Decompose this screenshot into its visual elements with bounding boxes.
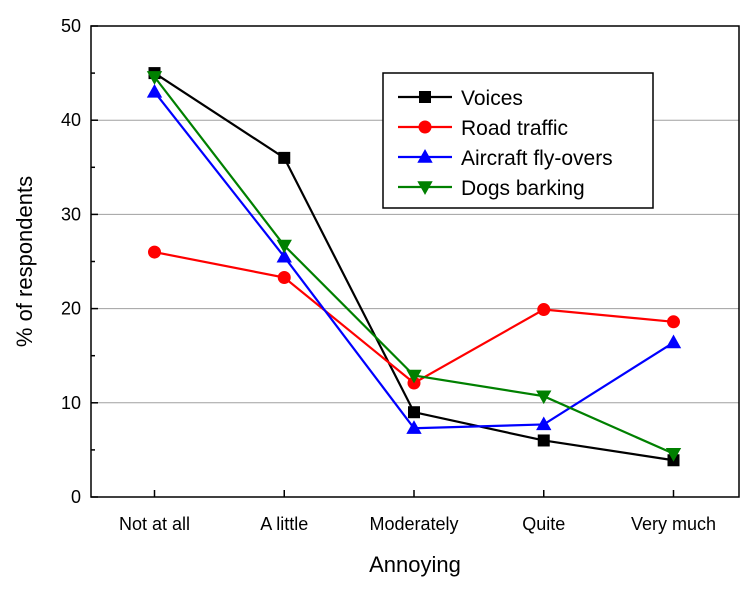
data-point bbox=[278, 151, 291, 164]
legend-entry: Aircraft fly-overs bbox=[398, 147, 613, 170]
data-point bbox=[537, 434, 550, 447]
series-road-traffic bbox=[148, 245, 680, 390]
x-tick-label: Quite bbox=[522, 514, 565, 534]
y-tick-label: 40 bbox=[61, 110, 81, 130]
legend-entry: Dogs barking bbox=[398, 177, 585, 200]
legend-entry: Road traffic bbox=[398, 117, 568, 140]
x-tick-label: A little bbox=[260, 514, 308, 534]
data-point bbox=[146, 71, 163, 85]
series-dogs-barking bbox=[146, 71, 682, 462]
data-point bbox=[406, 369, 422, 384]
axes: 0 10 20 30 40 50 Not at all A little Moderately Q… bbox=[61, 16, 740, 534]
data-point bbox=[406, 420, 422, 434]
data-point bbox=[148, 245, 161, 259]
y-tick-label: 30 bbox=[61, 204, 81, 224]
data-point bbox=[537, 303, 551, 317]
data-point bbox=[276, 239, 292, 254]
series-line bbox=[154, 251, 674, 385]
y-tick-label: 10 bbox=[61, 393, 81, 413]
legend-label: Aircraft fly-overs bbox=[461, 147, 613, 170]
legend-entry: Voices bbox=[398, 87, 523, 110]
data-point bbox=[665, 447, 682, 462]
data-point bbox=[146, 83, 163, 98]
data-point bbox=[277, 271, 291, 285]
x-axis-title: Annoying bbox=[369, 552, 461, 577]
x-tick-label: Not at all bbox=[119, 514, 190, 534]
y-tick-label: 20 bbox=[61, 299, 81, 319]
legend-marker bbox=[419, 91, 431, 103]
data-point bbox=[667, 315, 680, 329]
legend-label: Dogs barking bbox=[461, 177, 585, 200]
data-point bbox=[536, 390, 552, 405]
y-tick-label: 50 bbox=[61, 16, 81, 36]
legend: Voices Road traffic Aircraft fly-overs Dogs… bbox=[382, 72, 654, 209]
data-point bbox=[408, 406, 420, 419]
data-point bbox=[536, 416, 552, 431]
y-axis-title: % of respondents bbox=[12, 176, 37, 347]
x-tick-label: Moderately bbox=[369, 514, 458, 534]
series-layer bbox=[146, 67, 682, 467]
legend-marker bbox=[417, 149, 433, 163]
y-tick-label: 0 bbox=[71, 487, 81, 507]
series-aircraft-fly-overs bbox=[146, 83, 682, 434]
data-point bbox=[276, 248, 292, 263]
legend-label: Road traffic bbox=[461, 117, 568, 140]
legend-marker bbox=[417, 181, 433, 195]
legend-marker bbox=[418, 120, 432, 134]
data-point bbox=[665, 334, 682, 349]
legend-label: Voices bbox=[461, 87, 523, 110]
x-tick-label: Very much bbox=[631, 514, 716, 534]
